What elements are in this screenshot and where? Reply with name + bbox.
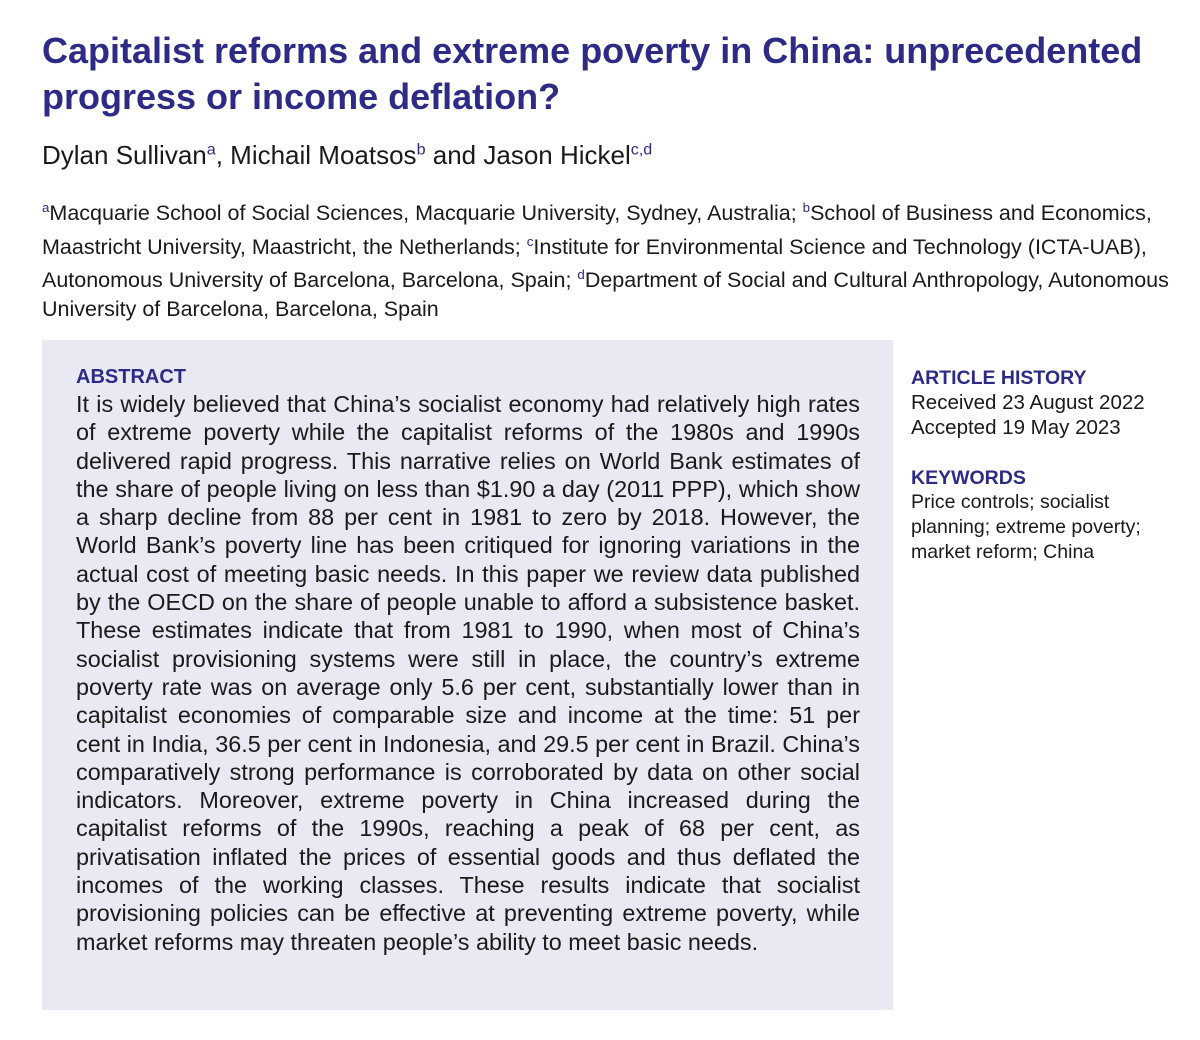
affiliations: aMacquarie School of Social Sciences, Ma…: [42, 194, 1172, 323]
abstract-text: It is widely believed that China’s socia…: [76, 391, 860, 955]
abstract-heading: ABSTRACT: [76, 366, 186, 388]
affil-sup: c: [526, 233, 534, 249]
affil: Department of Social and Cultural Anthro…: [42, 268, 1169, 321]
author: and Jason Hickel: [425, 140, 631, 170]
received: Received 23 August 2022: [911, 391, 1145, 414]
affil: Institute for Environmental Science and …: [42, 234, 1147, 293]
keywords: Price controls; socialist planning; extr…: [911, 491, 1141, 563]
affil: School of Business and Economics, Maastr…: [42, 201, 1152, 259]
author-sup: c,d: [630, 140, 653, 159]
keywords-heading: KEYWORDS: [911, 467, 1026, 489]
author-sup: b: [416, 140, 426, 159]
history-heading: ARTICLE HISTORY: [911, 367, 1087, 389]
author: , Michail Moatsos: [215, 140, 417, 170]
abstract-box: [42, 340, 893, 1010]
authors: Dylan Sullivana, Michail Moatsosb and Ja…: [42, 140, 652, 171]
author: Dylan Sullivan: [42, 140, 207, 170]
affil-sup: a: [42, 200, 50, 215]
affil-sup: b: [802, 200, 811, 215]
author-sup: a: [206, 140, 216, 159]
affil: Macquarie School of Social Sciences, Mac…: [49, 201, 803, 226]
title: Capitalist reforms and extreme poverty i…: [42, 30, 1143, 117]
accepted: Accepted 19 May 2023: [911, 416, 1121, 439]
affil-sup: d: [577, 267, 585, 283]
